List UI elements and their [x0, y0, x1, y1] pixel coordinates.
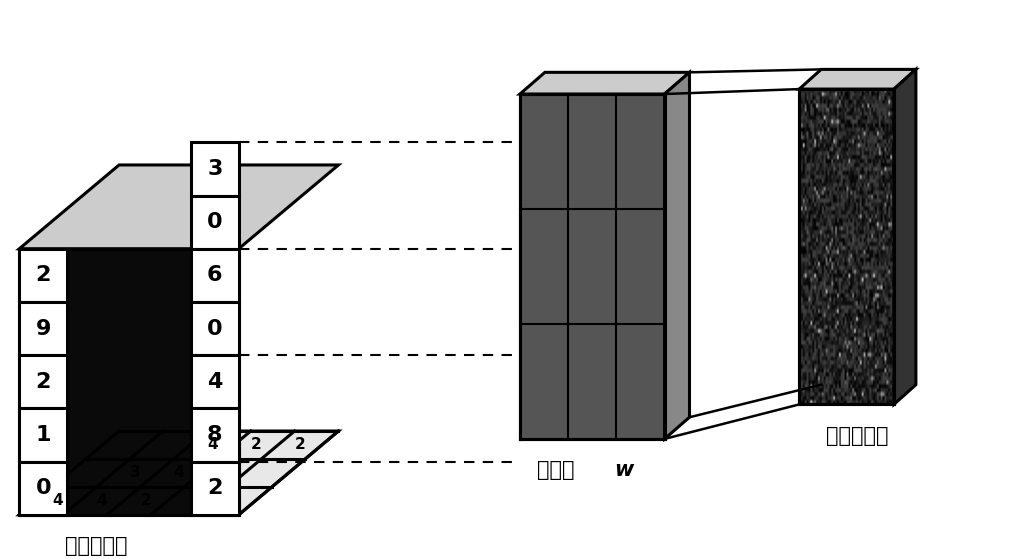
Bar [190, 196, 239, 249]
Bar [19, 355, 67, 409]
Text: 4: 4 [53, 494, 63, 508]
Bar [19, 302, 67, 355]
Text: 3: 3 [207, 159, 223, 179]
Polygon shape [19, 431, 338, 515]
Text: 0: 0 [207, 212, 223, 232]
Bar [190, 302, 239, 355]
Text: 4: 4 [207, 438, 218, 452]
Text: 卷积核: 卷积核 [536, 461, 574, 480]
Polygon shape [665, 72, 689, 439]
Bar [190, 462, 239, 515]
Text: 0: 0 [36, 478, 51, 498]
Polygon shape [520, 72, 689, 94]
Bar [19, 249, 67, 302]
Bar [19, 409, 67, 462]
Bar [190, 143, 239, 196]
Bar [190, 249, 239, 302]
Text: 4: 4 [207, 372, 223, 392]
Polygon shape [799, 69, 916, 89]
Text: 2: 2 [140, 494, 151, 508]
Text: w: w [615, 461, 634, 480]
Bar [799, 89, 894, 404]
Text: 输出特征图: 输出特征图 [827, 426, 889, 446]
Text: 4: 4 [174, 466, 184, 480]
Text: 0: 0 [207, 319, 223, 339]
Text: 2: 2 [250, 438, 262, 452]
Polygon shape [19, 165, 338, 249]
Text: 6: 6 [207, 266, 223, 285]
Text: 1: 1 [36, 425, 51, 445]
Text: 3: 3 [129, 466, 140, 480]
Bar [190, 409, 239, 462]
Text: 输入特征图: 输入特征图 [65, 536, 127, 556]
Text: 4: 4 [97, 494, 107, 508]
Polygon shape [19, 249, 239, 515]
Bar [19, 462, 67, 515]
Polygon shape [894, 69, 916, 404]
Text: 2: 2 [36, 372, 51, 392]
Bar [190, 355, 239, 409]
Bar [520, 94, 665, 439]
Text: 2: 2 [36, 266, 51, 285]
Text: 2: 2 [294, 438, 305, 452]
Text: 8: 8 [207, 425, 223, 445]
Text: 9: 9 [36, 319, 51, 339]
Text: 2: 2 [207, 478, 223, 498]
